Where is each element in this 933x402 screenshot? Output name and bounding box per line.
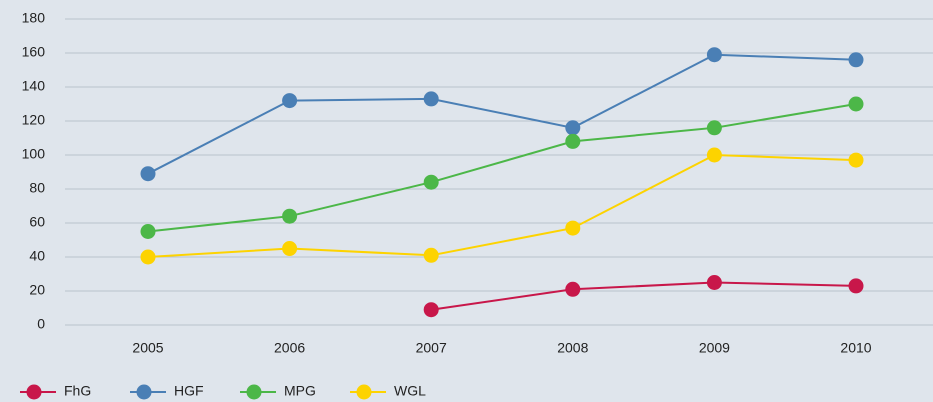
y-tick-label: 120: [22, 112, 46, 128]
x-tick-label: 2006: [274, 340, 305, 356]
y-tick-label: 20: [29, 282, 45, 298]
x-tick-label: 2009: [699, 340, 730, 356]
y-tick-label: 40: [29, 248, 45, 264]
legend-label: MPG: [284, 383, 316, 399]
y-tick-label: 80: [29, 180, 45, 196]
point: [423, 174, 439, 190]
series-line: [147, 103, 857, 233]
point: [282, 241, 298, 256]
point: [565, 220, 581, 236]
legend-marker: [246, 384, 262, 400]
x-tick-label: 2007: [416, 340, 447, 356]
point: [848, 152, 864, 168]
legend-label: HGF: [174, 383, 204, 399]
series-line: [431, 281, 857, 311]
legend-marker: [356, 384, 372, 400]
legend-marker: [136, 384, 152, 400]
x-tick-label: 2005: [132, 340, 163, 356]
point: [565, 281, 581, 297]
point: [706, 47, 722, 63]
point: [140, 249, 156, 265]
point: [282, 208, 298, 224]
point: [423, 91, 439, 107]
point: [140, 166, 156, 182]
point: [848, 278, 864, 294]
y-tick-label: 0: [37, 316, 45, 332]
point: [565, 133, 581, 149]
y-tick-label: 60: [29, 214, 45, 230]
y-tick-label: 100: [22, 146, 46, 162]
point: [706, 275, 722, 290]
legend-label: FhG: [64, 383, 91, 399]
x-tick-label: 2008: [557, 340, 588, 356]
legend-label: WGL: [394, 383, 426, 399]
point: [140, 224, 156, 239]
y-tick-label: 160: [22, 44, 46, 60]
point: [282, 93, 298, 109]
y-tick-label: 140: [22, 78, 46, 94]
point: [706, 120, 722, 136]
point: [423, 247, 439, 263]
point: [565, 120, 581, 136]
x-tick-label: 2010: [840, 340, 871, 356]
point: [848, 96, 864, 112]
point: [423, 302, 439, 318]
point: [706, 147, 722, 163]
y-tick-label: 180: [22, 10, 46, 26]
legend-marker: [26, 384, 42, 400]
point: [848, 52, 864, 68]
series-line: [147, 53, 857, 175]
series-line: [147, 153, 857, 258]
